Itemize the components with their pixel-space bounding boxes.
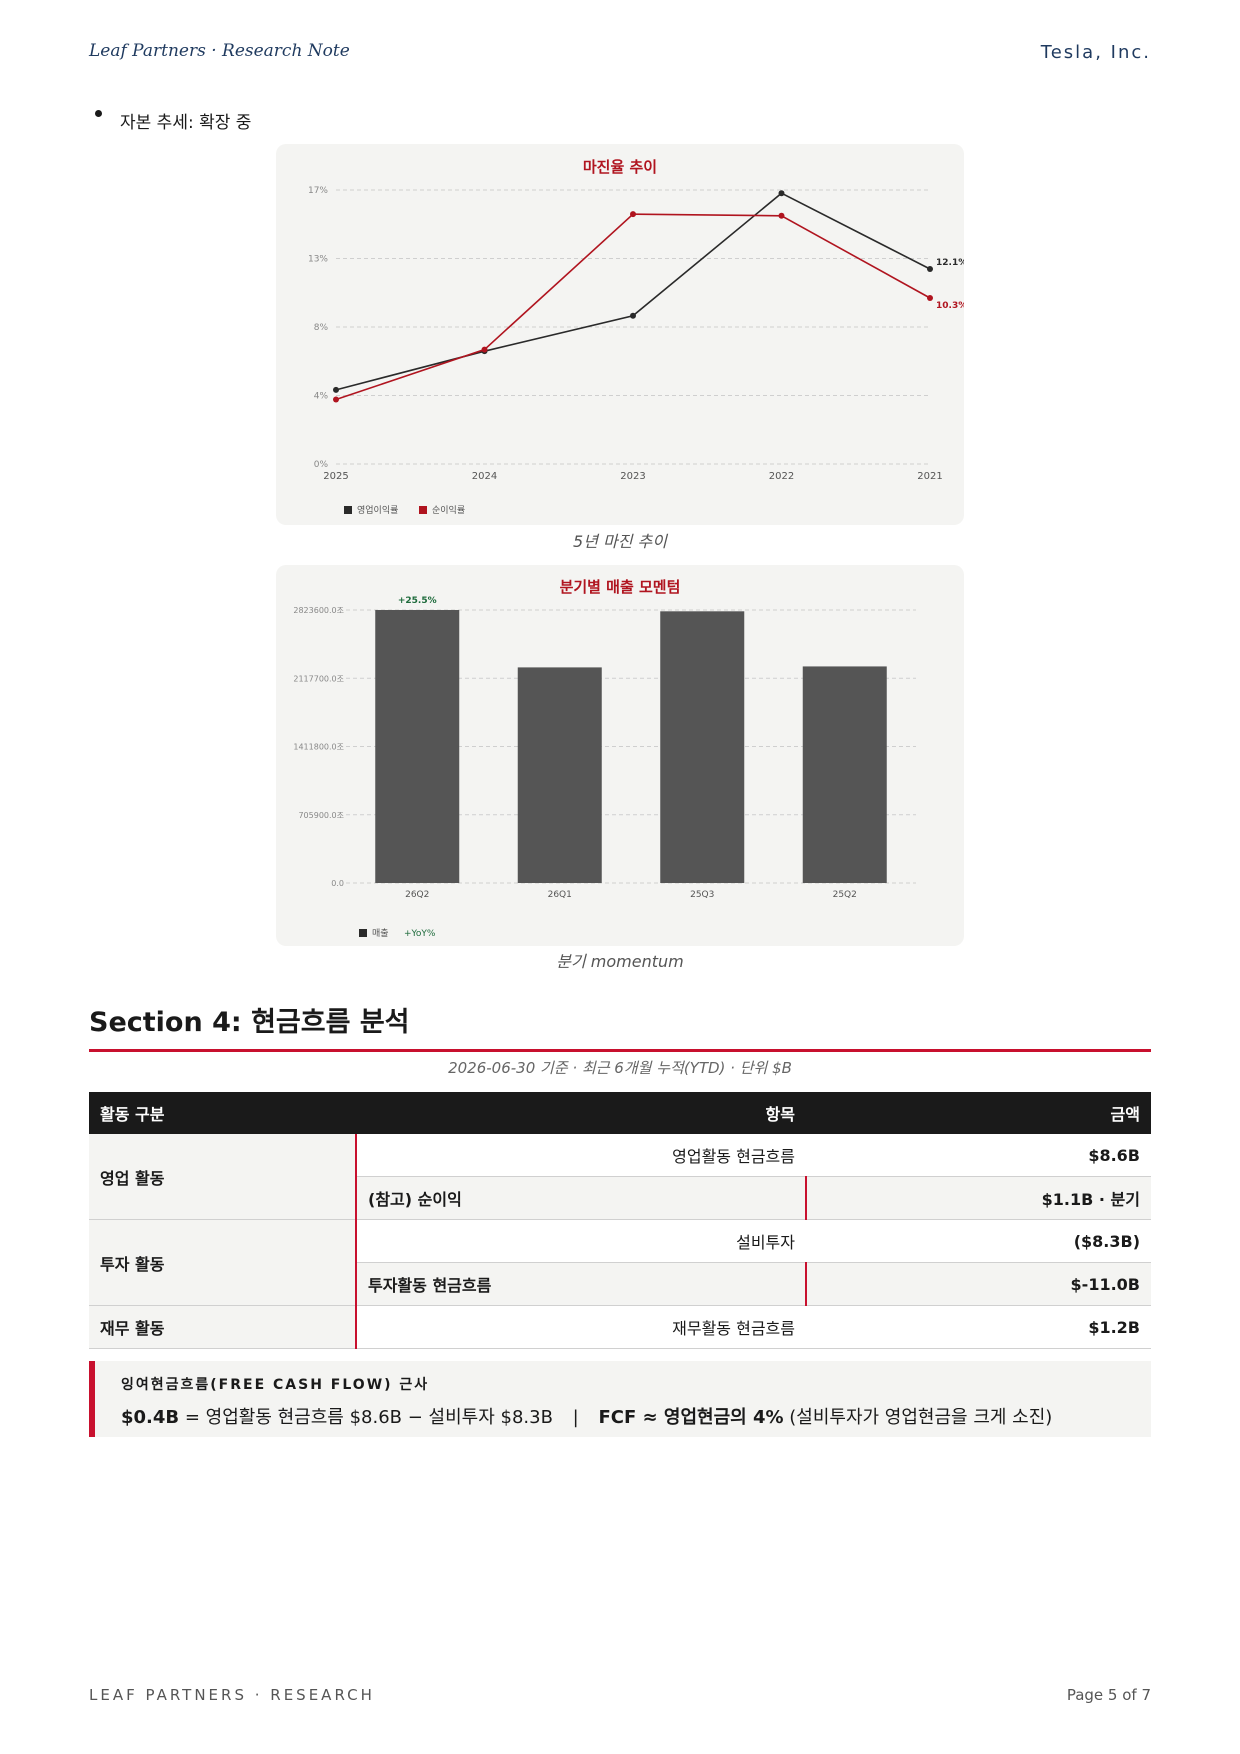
y-tick-label: 4% bbox=[314, 392, 329, 402]
y-tick-label: 2117700.0조 bbox=[293, 674, 344, 683]
row-amount: $-11.0B bbox=[806, 1262, 1151, 1306]
bullet-dot-icon bbox=[95, 110, 102, 117]
fcf-formula: = 영업활동 현금흐름 $8.6B − 설비투자 $8.3B bbox=[179, 1407, 553, 1428]
row-amount: $1.2B bbox=[806, 1305, 1151, 1349]
data-point bbox=[778, 212, 785, 219]
legend-label: 매출 bbox=[372, 928, 389, 939]
row-amount: $1.1B · 분기 bbox=[806, 1176, 1151, 1220]
table-header-row: 활동 구분 항목 금액 bbox=[89, 1092, 1151, 1134]
revenue-chart-title: 분기별 매출 모멘텀 bbox=[559, 578, 681, 596]
legend-swatch bbox=[359, 929, 367, 937]
y-tick-label: 13% bbox=[308, 255, 328, 265]
y-tick-label: 0.0 bbox=[331, 879, 344, 888]
section-subcaption: 2026-06-30 기준 · 최근 6개월 누적(YTD) · 단위 $B bbox=[448, 1059, 792, 1077]
y-tick-label: 8% bbox=[314, 323, 329, 333]
series-line bbox=[335, 213, 931, 401]
legend-label: 영업이익률 bbox=[357, 504, 398, 516]
row-item: 설비투자 bbox=[356, 1219, 806, 1263]
legend-swatch bbox=[419, 506, 427, 514]
table-row: 투자활동 현금흐름 $-11.0B bbox=[89, 1262, 1151, 1306]
fcf-note: (설비투자가 영업현금을 크게 소진) bbox=[783, 1407, 1053, 1428]
fcf-title: 잉여현금흐름(FREE CASH FLOW) 근사 bbox=[121, 1377, 430, 1393]
fcf-value: $0.4B bbox=[121, 1407, 180, 1428]
margin-chart-panel: 마진율 추이 0% 4% 8% 13% 17% 2025 2024 2023 2022 2021 1… bbox=[276, 144, 964, 525]
data-point bbox=[333, 386, 339, 393]
y-tick-label: 2823600.0조 bbox=[293, 606, 344, 615]
section-divider bbox=[89, 1049, 1151, 1052]
bar bbox=[375, 610, 460, 883]
header-brand: Leaf Partners · Research Note bbox=[89, 41, 350, 61]
footer-brand: LEAF PARTNERS · RESEARCH bbox=[89, 1686, 375, 1704]
row-item: 영업활동 현금흐름 bbox=[356, 1134, 806, 1177]
header-amount: 금액 bbox=[806, 1092, 1151, 1134]
row-item: 투자활동 현금흐름 bbox=[356, 1262, 807, 1306]
data-point bbox=[481, 346, 488, 353]
row-amount: ($8.3B) bbox=[806, 1219, 1151, 1263]
x-tick-label: 25Q2 bbox=[833, 890, 857, 900]
header-item: 항목 bbox=[356, 1092, 806, 1134]
x-tick-label: 2021 bbox=[917, 471, 942, 482]
x-tick-label: 2022 bbox=[769, 471, 794, 482]
x-tick-label: 2023 bbox=[620, 471, 645, 482]
revenue-bar-chart: 0.0 705900.0조 1411800.0조 2117700.0조 2823600.… bbox=[293, 596, 916, 939]
group-operating: 영업 활동 bbox=[89, 1134, 357, 1220]
margin-chart-caption: 5년 마진 추이 bbox=[573, 532, 667, 551]
bar bbox=[802, 666, 887, 883]
x-tick-label: 2025 bbox=[323, 471, 348, 482]
fcf-callout: 잉여현금흐름(FREE CASH FLOW) 근사 $0.4B = 영업활동 현… bbox=[89, 1361, 1151, 1437]
table-row: 재무 활동 재무활동 현금흐름 $1.2B bbox=[89, 1305, 1151, 1349]
section-title: Section 4: 현금흐름 분석 bbox=[89, 1007, 410, 1038]
fcf-ratio: FCF ≈ 영업현금의 4% bbox=[598, 1407, 784, 1428]
capital-trend-text: 자본 추세: 확장 중 bbox=[120, 113, 252, 133]
data-point bbox=[630, 211, 636, 218]
header-company: Tesla, Inc. bbox=[1040, 42, 1151, 63]
table-row: 투자 활동 설비투자 ($8.3B) bbox=[89, 1219, 1151, 1306]
page-number: Page 5 of 7 bbox=[1066, 1686, 1151, 1704]
fcf-separator: | bbox=[572, 1407, 579, 1428]
data-point bbox=[630, 312, 636, 319]
group-investing: 투자 활동 bbox=[89, 1219, 357, 1306]
y-tick-label: 0% bbox=[314, 460, 329, 470]
revenue-chart-panel: 분기별 매출 모멘텀 0.0 705900.0조 1411800.0조 2117700… bbox=[276, 565, 964, 946]
x-tick-label: 26Q1 bbox=[548, 890, 572, 900]
group-financing: 재무 활동 bbox=[89, 1305, 357, 1349]
y-tick-label: 17% bbox=[308, 186, 328, 196]
yoy-annotation: +25.5% bbox=[398, 596, 437, 606]
bar bbox=[517, 667, 602, 883]
data-point bbox=[927, 265, 933, 272]
end-data-label: 12.1% bbox=[936, 258, 964, 268]
data-point bbox=[927, 294, 933, 301]
series-line bbox=[335, 192, 931, 391]
cashflow-table: 활동 구분 항목 금액 영업 활동 영업활동 현금흐름 $8.6B (참고) 순… bbox=[89, 1092, 1151, 1349]
legend-label: +YoY% bbox=[404, 929, 436, 939]
data-point bbox=[778, 190, 785, 197]
data-point bbox=[333, 396, 339, 403]
row-item: 재무활동 현금흐름 bbox=[356, 1305, 806, 1349]
row-item: (참고) 순이익 bbox=[356, 1176, 807, 1220]
table-row: 영업 활동 영업활동 현금흐름 $8.6B bbox=[89, 1134, 1151, 1220]
end-data-label: 10.3% bbox=[936, 301, 964, 311]
row-amount: $8.6B bbox=[806, 1134, 1151, 1177]
margin-chart-title: 마진율 추이 bbox=[582, 158, 658, 176]
legend-swatch bbox=[344, 506, 352, 514]
bar bbox=[660, 611, 745, 883]
table-row: (참고) 순이익 $1.1B · 분기 bbox=[89, 1176, 1151, 1220]
x-tick-label: 2024 bbox=[472, 471, 497, 482]
margin-line-chart: 0% 4% 8% 13% 17% 2025 2024 2023 2022 2021 12.1% 10.… bbox=[308, 186, 964, 516]
fcf-body: $0.4B = 영업활동 현금흐름 $8.6B − 설비투자 $8.3B | F… bbox=[121, 1403, 1052, 1429]
header-activity: 활동 구분 bbox=[89, 1092, 356, 1134]
y-tick-label: 1411800.0조 bbox=[293, 743, 344, 752]
revenue-chart-caption: 분기 momentum bbox=[556, 952, 684, 971]
x-tick-label: 25Q3 bbox=[690, 890, 714, 900]
y-tick-label: 705900.0조 bbox=[298, 811, 344, 820]
x-tick-label: 26Q2 bbox=[405, 890, 429, 900]
legend-label: 순이익률 bbox=[432, 504, 465, 516]
